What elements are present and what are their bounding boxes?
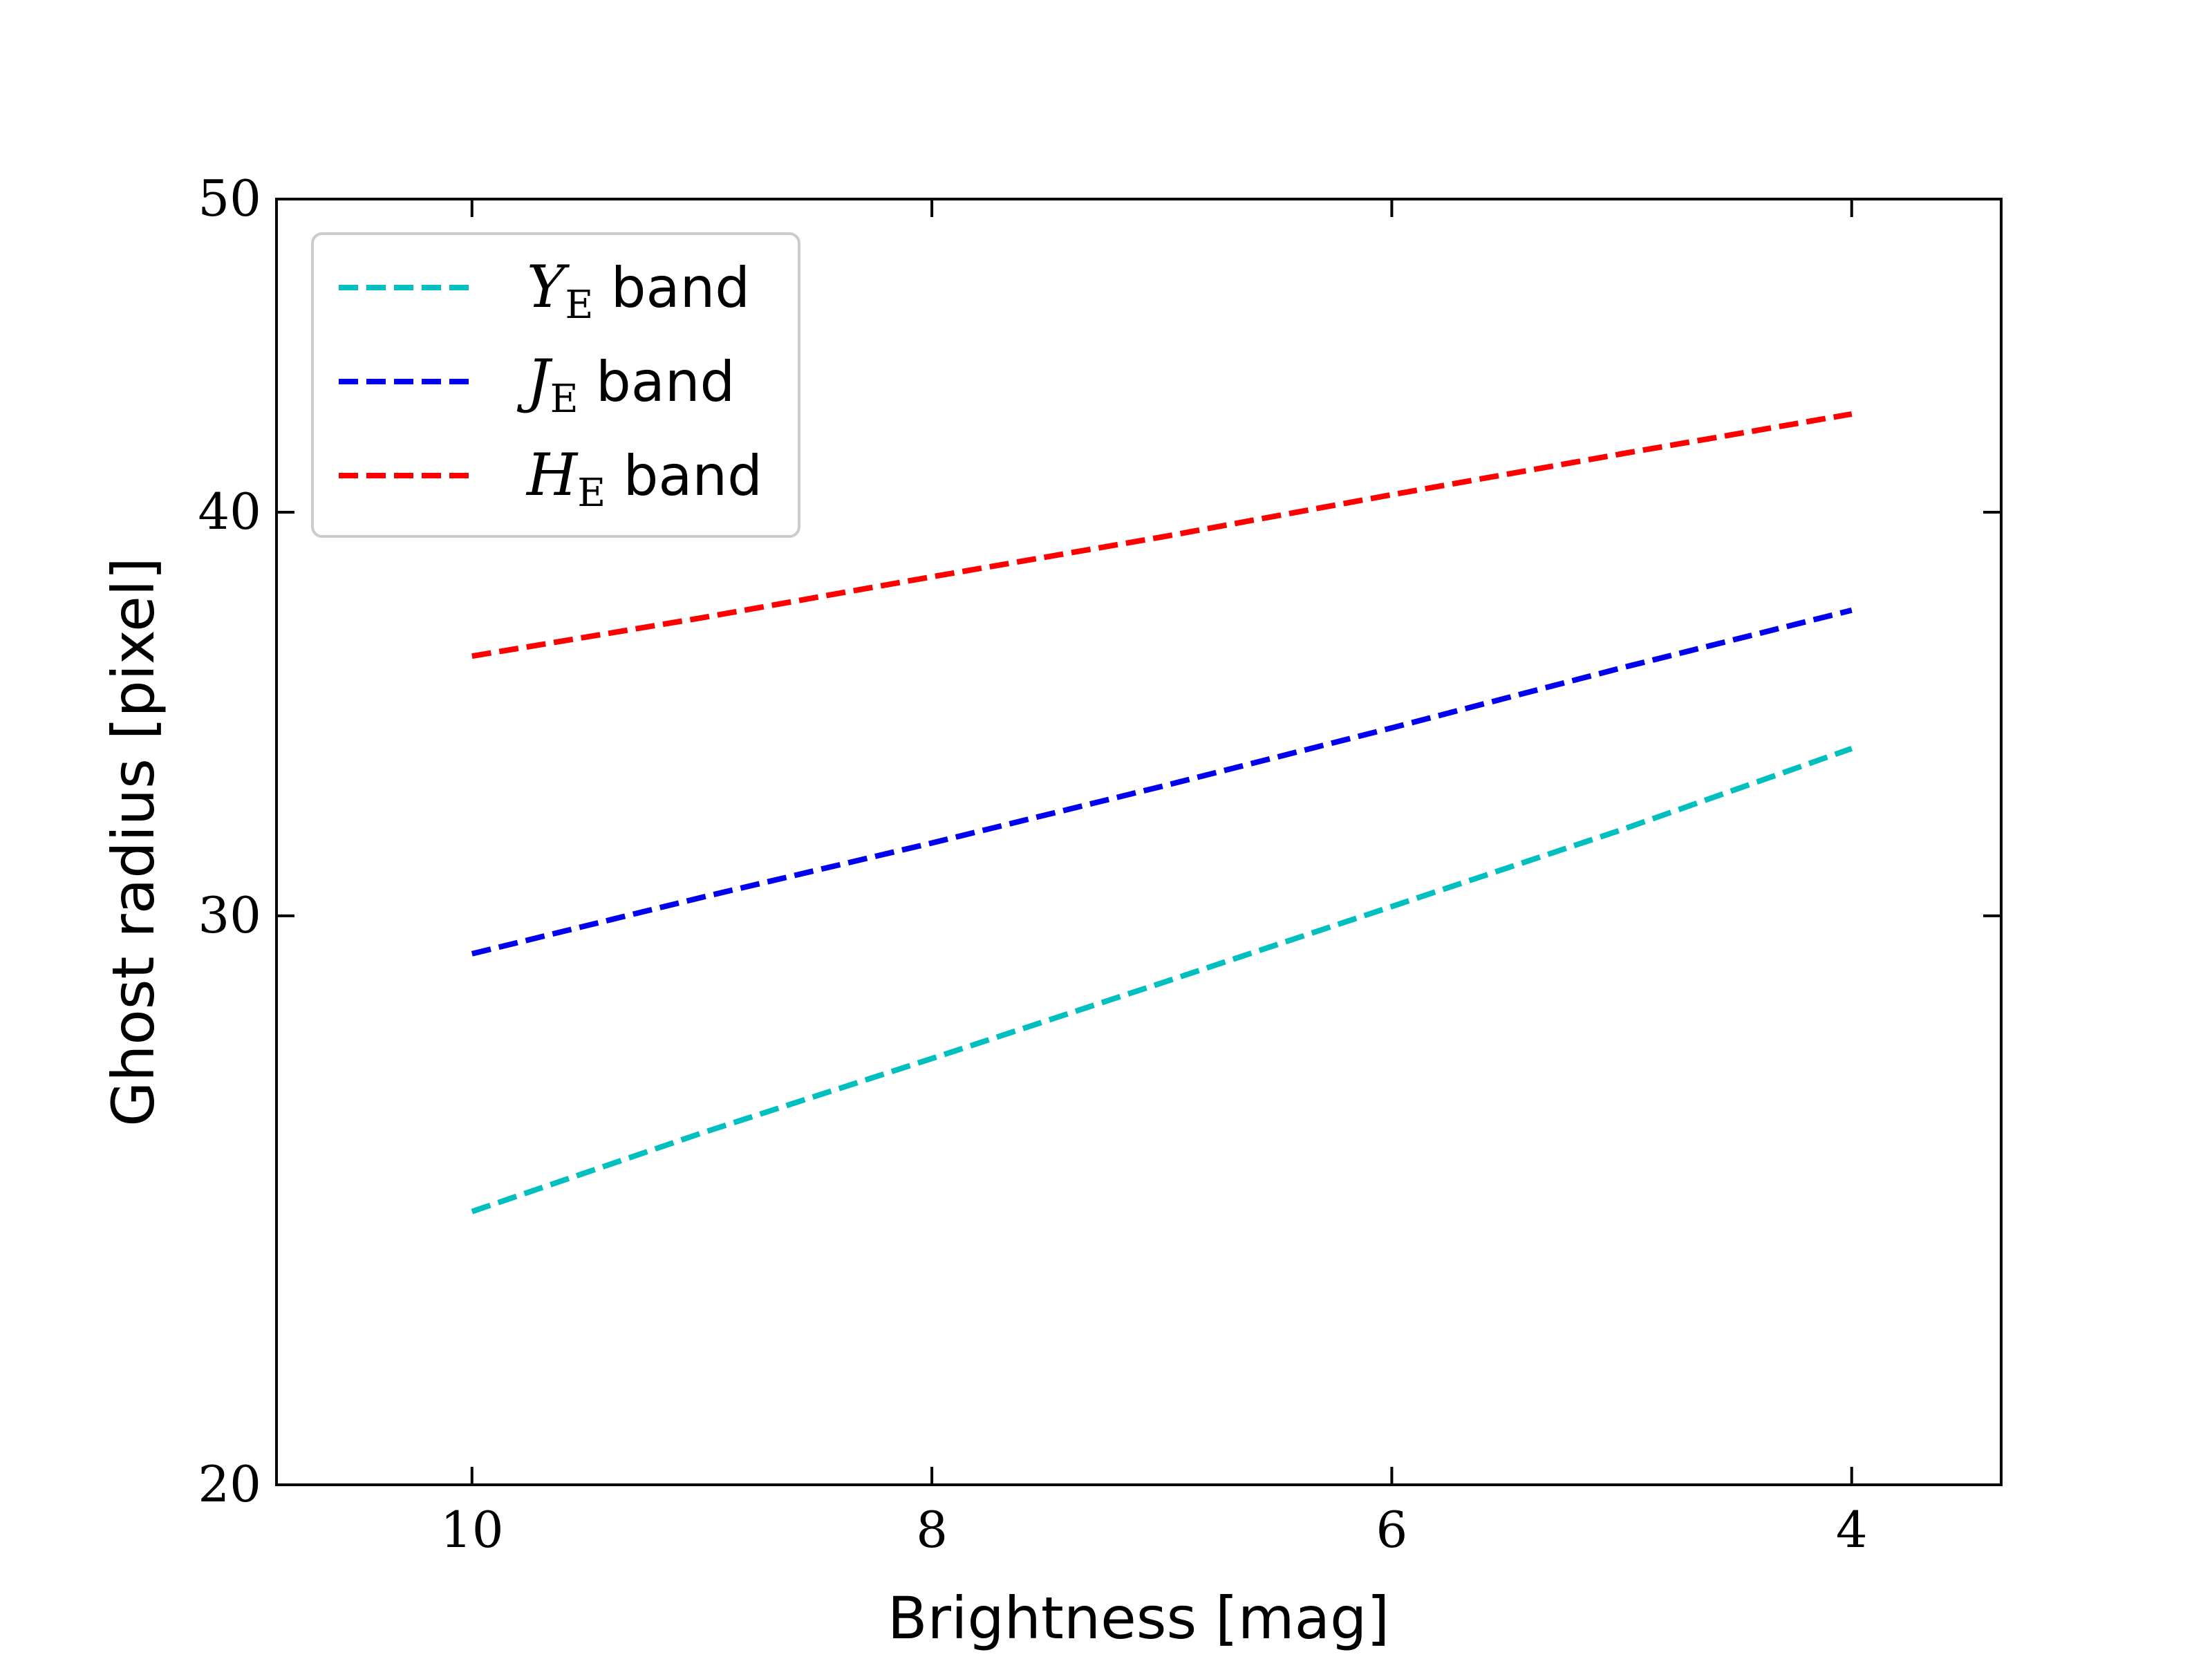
legend-label: HE band <box>525 441 762 516</box>
legend: YE band JE band HE band <box>311 232 800 538</box>
y-tick-label: 20 <box>198 1455 261 1513</box>
x-tick-label: 8 <box>916 1501 948 1559</box>
legend-item-y: YE band <box>339 253 750 328</box>
y-tick-label: 30 <box>198 886 261 944</box>
series-line-j <box>471 607 1853 957</box>
y-axis-title: Ghost radius [pixel] <box>100 557 167 1127</box>
y-tick-label: 40 <box>198 482 261 541</box>
series-line-h <box>471 411 1853 659</box>
legend-label: YE band <box>527 253 750 328</box>
legend-frame <box>311 232 800 538</box>
tick-layer: 10 8 6 4 20 30 40 50 <box>198 169 2001 1559</box>
x-tick-label: 6 <box>1376 1501 1408 1559</box>
series-line-y <box>471 746 1853 1215</box>
legend-label: JE band <box>516 347 735 422</box>
legend-item-h: HE band <box>339 441 762 516</box>
y-tick-label: 50 <box>198 169 261 227</box>
plot-frame <box>275 198 2003 1486</box>
x-tick-label: 10 <box>440 1501 504 1559</box>
x-axis-title: Brightness [mag] <box>888 1584 1389 1652</box>
series-layer <box>471 411 1853 1215</box>
x-tick-label: 4 <box>1836 1501 1868 1559</box>
